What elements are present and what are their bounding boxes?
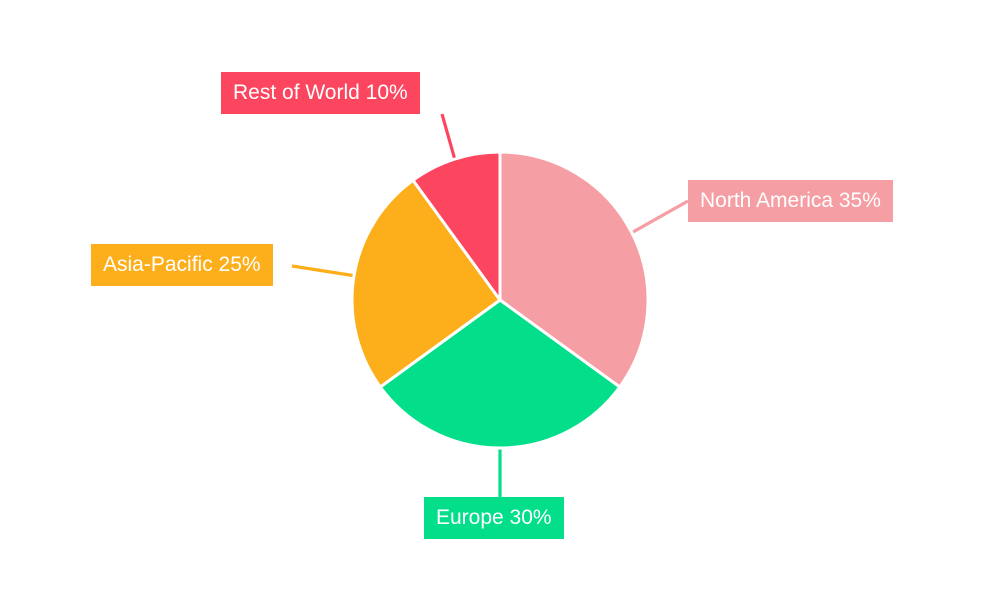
pie-label-asia-pacific: Asia-Pacific 25% [91, 244, 273, 286]
pie-label-north-america: North America 35% [688, 180, 893, 222]
pie-label-rest-of-world: Rest of World 10% [221, 72, 420, 114]
leader-line-group [291, 113, 689, 497]
pie-slice-rest-of-world[interactable] [411, 150, 502, 302]
pie-label-europe: Europe 30% [424, 497, 564, 539]
leader-line-rest-of-world [440, 113, 457, 161]
pie-slice-europe[interactable] [378, 298, 622, 450]
leader-line-north-america [632, 199, 689, 234]
pie-slice-north-america[interactable] [498, 150, 650, 389]
pie-slice-group [350, 150, 650, 450]
pie-slice-asia-pacific[interactable] [350, 178, 502, 389]
leader-line-asia-pacific [291, 264, 357, 278]
